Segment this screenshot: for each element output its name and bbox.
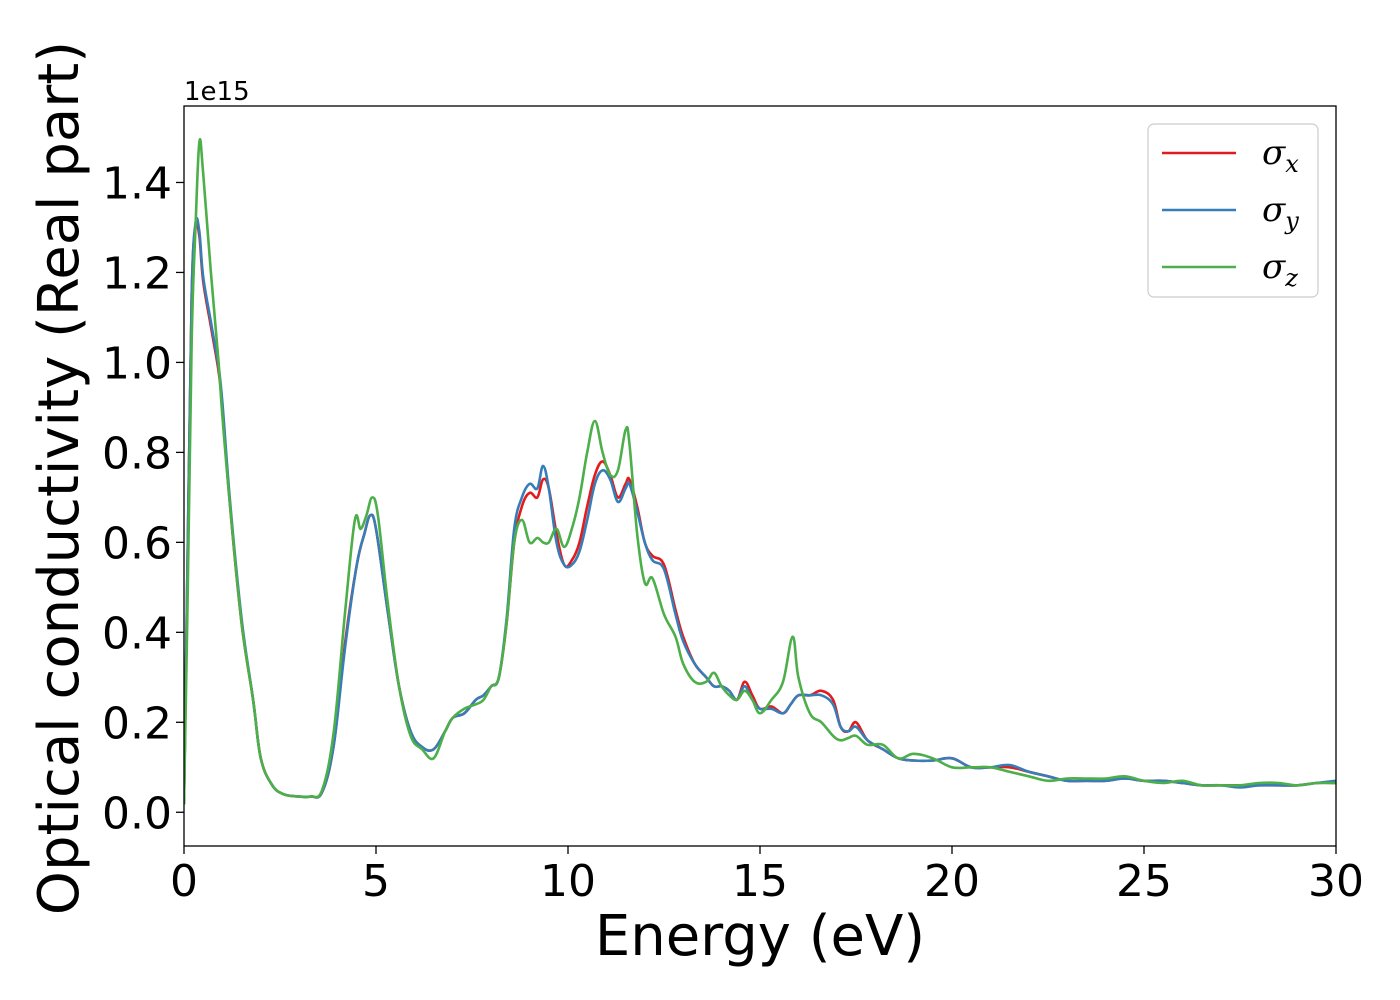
legend-label-y: σy <box>1262 190 1299 235</box>
legend-label-x: σx <box>1262 133 1299 178</box>
y-tick-label: 1.0 <box>102 338 172 389</box>
series-layer <box>184 138 1336 805</box>
x-tick-label: 0 <box>170 856 198 907</box>
y-tick-label: 0.6 <box>102 518 172 569</box>
y-tick-label: 0.0 <box>102 788 172 839</box>
x-tick-label: 30 <box>1308 856 1364 907</box>
x-tick-label: 5 <box>362 856 390 907</box>
x-tick-label: 15 <box>732 856 788 907</box>
legend: σx σy σz <box>1147 123 1319 298</box>
y-axis-label: Optical conductivity (Real part) <box>27 41 92 915</box>
y-tick-label: 1.4 <box>102 158 172 209</box>
x-tick-label: 20 <box>924 856 980 907</box>
y-tick-label: 0.4 <box>102 608 172 659</box>
y-tick-label: 0.8 <box>102 428 172 479</box>
series-line-y <box>184 216 1336 805</box>
x-axis-label: Energy (eV) <box>595 904 925 969</box>
y-axis-ticks: 0.0 0.2 0.4 0.6 0.8 1.0 1.2 1.4 <box>102 158 184 839</box>
x-tick-label: 10 <box>540 856 596 907</box>
y-tick-label: 1.2 <box>102 248 172 299</box>
series-line-z <box>184 138 1336 805</box>
legend-label-z: σz <box>1262 247 1298 292</box>
x-tick-label: 25 <box>1116 856 1172 907</box>
y-offset-label: 1e15 <box>184 77 250 107</box>
series-line-x <box>184 221 1336 805</box>
y-tick-label: 0.2 <box>102 698 172 749</box>
x-axis-ticks: 0 5 10 15 20 25 30 <box>170 846 1364 907</box>
